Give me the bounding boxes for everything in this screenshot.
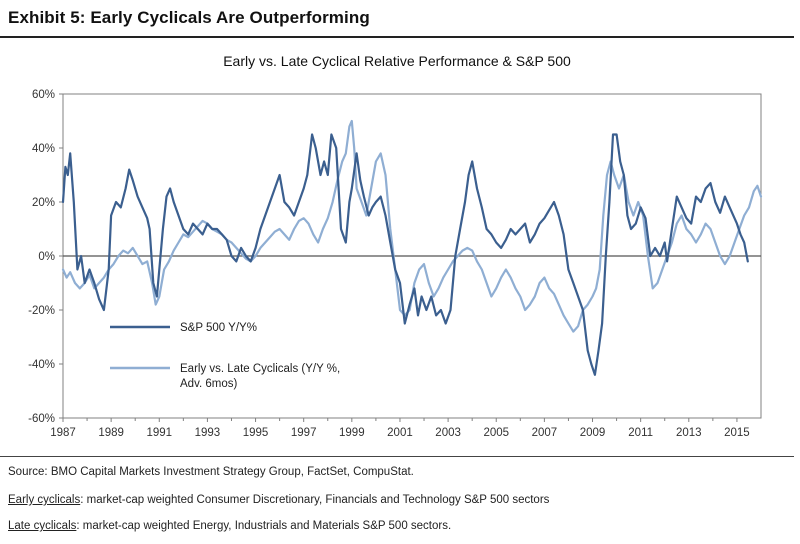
x-tick-label: 1997	[291, 427, 317, 439]
x-tick-label: 2007	[532, 427, 558, 439]
chart-title: Early vs. Late Cyclical Relative Perform…	[223, 53, 571, 69]
y-tick-label: -20%	[28, 305, 55, 317]
x-tick-label: 2015	[724, 427, 750, 439]
x-tick-label: 1991	[146, 427, 172, 439]
legend: S&P 500 Y/Y% Early vs. Late Cyclicals (Y/…	[110, 322, 340, 390]
late-cyclicals-term: Late cyclicals	[8, 520, 77, 532]
early-cyclicals-note: Early cyclicals: market-cap weighted Con…	[8, 494, 549, 506]
legend-label-early-vs-late: Early vs. Late Cyclicals (Y/Y %, Adv. 6mo…	[180, 363, 340, 390]
y-tick-label: 0%	[38, 251, 55, 263]
x-tick-label: 1995	[243, 427, 269, 439]
late-cyclicals-note: Late cyclicals: market-cap weighted Ener…	[8, 520, 451, 532]
legend-label-sp500: S&P 500 Y/Y%	[180, 322, 257, 334]
axes-group: -60% -40% -20% 0% 20% 40% 60% 1987 1989 1991 1993 1…	[28, 89, 761, 439]
x-tick-label: 1987	[50, 427, 76, 439]
source-note: Source: BMO Capital Markets Investment S…	[8, 466, 414, 478]
y-tick-label: 60%	[32, 89, 55, 101]
x-tick-label: 2005	[483, 427, 509, 439]
x-tick-label: 2003	[435, 427, 461, 439]
series-group	[61, 119, 763, 376]
x-tick-label: 1993	[195, 427, 221, 439]
top-divider	[0, 36, 794, 38]
y-tick-label: 20%	[32, 197, 55, 209]
sp500-series-line	[61, 133, 749, 376]
x-tick-label: 2009	[580, 427, 606, 439]
x-tick-label: 2011	[628, 427, 653, 439]
x-tick-label: 1999	[339, 427, 365, 439]
x-tick-label: 2013	[676, 427, 702, 439]
y-tick-label: -40%	[28, 359, 55, 371]
late-cyclicals-definition: : market-cap weighted Energy, Industrial…	[76, 520, 452, 532]
exhibit-title: Exhibit 5: Early Cyclicals Are Outperfor…	[8, 8, 370, 27]
x-tick-label: 1989	[98, 427, 124, 439]
line-chart: Early vs. Late Cyclical Relative Perform…	[28, 53, 763, 439]
y-tick-label: -60%	[28, 413, 55, 425]
early-cyclicals-term: Early cyclicals	[8, 494, 81, 506]
y-tick-label: 40%	[32, 143, 55, 155]
bottom-divider	[0, 456, 794, 457]
x-tick-label: 2001	[387, 427, 413, 439]
early-cyclicals-definition: : market-cap weighted Consumer Discretio…	[80, 494, 550, 506]
